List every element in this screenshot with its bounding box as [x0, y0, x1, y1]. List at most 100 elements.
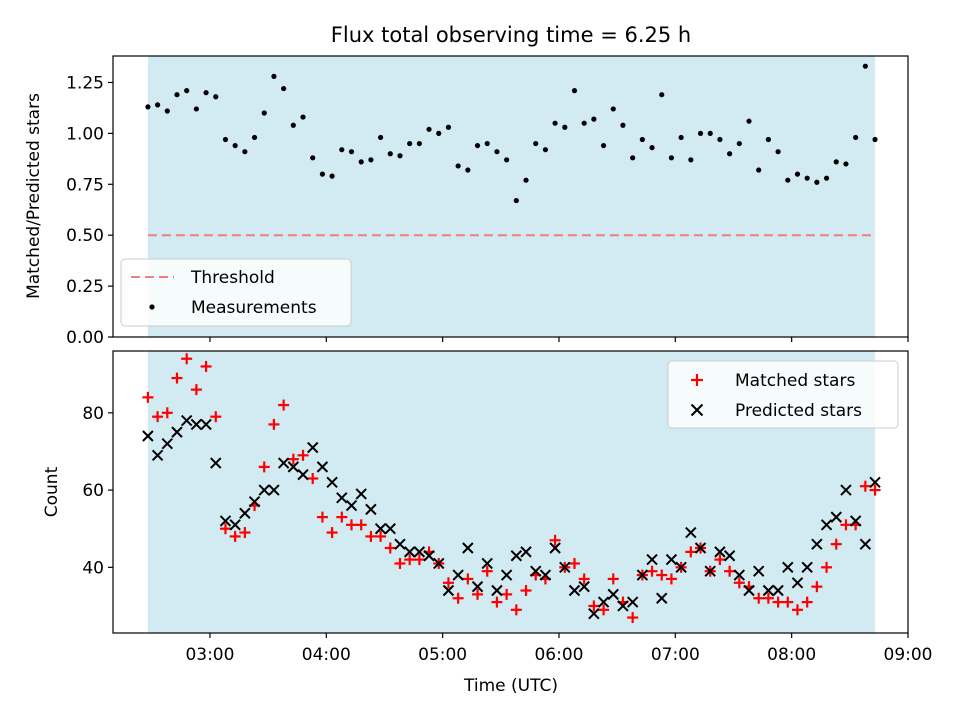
matched-star-point [714, 554, 726, 566]
measurement-point [484, 140, 490, 147]
measurement-point [862, 63, 868, 69]
predicted-star-point [268, 484, 280, 496]
measurement-point [261, 110, 267, 116]
matched-star-point [268, 418, 280, 430]
measurement-point [639, 136, 645, 143]
predicted-star-point [772, 584, 784, 597]
matched-star-point [782, 596, 794, 608]
count-y-axis-label: Count [42, 466, 62, 517]
predicted-star-point [733, 569, 746, 581]
measurement-point [853, 134, 859, 141]
matched-star-point [607, 573, 619, 585]
predicted-star-point [617, 600, 629, 612]
measurement-point [610, 106, 616, 112]
predicted-star-point [559, 561, 571, 574]
measurement-point [445, 124, 452, 130]
matched-star-point [462, 573, 474, 585]
predicted-star-point [365, 503, 377, 516]
predicted-star-point [752, 565, 765, 577]
matched-star-point [346, 519, 357, 531]
matched-star-point [656, 569, 668, 581]
predicted-star-point [403, 546, 416, 558]
predicted-star-point [210, 457, 222, 469]
x-tick-label: 06:00 [534, 645, 583, 665]
y-tick-label: 40 [82, 558, 104, 578]
measurement-point [513, 197, 519, 204]
measurement-point [184, 88, 190, 94]
measurement-point [416, 140, 422, 147]
matched-star-point [685, 546, 697, 558]
measurement-point [620, 122, 626, 128]
measurement-point [329, 173, 335, 179]
predicted-star-point [539, 569, 552, 581]
predicted-star-point [820, 519, 833, 531]
measurement-point [232, 142, 238, 149]
matched-star-point [627, 612, 639, 624]
measurement-point [562, 124, 568, 130]
matched-star-point [171, 372, 183, 384]
predicted-star-point [578, 580, 590, 593]
predicted-star-point [704, 565, 716, 577]
matched-star-point [200, 360, 212, 372]
matched-star-point [152, 411, 164, 423]
matched-star-point [840, 519, 852, 531]
matched-star-point [413, 554, 425, 566]
matched-star-point [404, 554, 416, 566]
y-tick-label: 60 [82, 481, 104, 501]
ratio-x-ticks [209, 337, 909, 342]
matched-star-point [181, 353, 193, 365]
measurement-point [193, 106, 199, 112]
predicted-star-point [830, 511, 842, 523]
y-tick-label: 0.75 [66, 175, 104, 195]
measurement-point [814, 179, 820, 185]
predicted-star-point [849, 515, 862, 527]
measurement-point [251, 134, 258, 141]
count-legend-box [667, 360, 899, 429]
measurement-point [630, 155, 636, 161]
predicted-star-point [307, 441, 319, 454]
count-points [142, 353, 881, 624]
matched-star-point [859, 480, 871, 492]
matched-star-point [491, 596, 503, 608]
ratio-panel: 0.00 0.25 0.50 0.75 1.00 1.25 Matched/Predict… [24, 55, 909, 348]
measurement-point [707, 130, 713, 136]
matched-star-point [239, 527, 251, 539]
measurement-point [242, 149, 248, 155]
ratio-y-axis: 0.00 0.25 0.50 0.75 1.00 1.25 [66, 73, 113, 348]
matched-star-point [762, 592, 774, 604]
measurement-point [310, 155, 316, 161]
predicted-star-point [297, 468, 309, 481]
predicted-star-point [423, 550, 435, 562]
matched-star-point [801, 596, 813, 608]
predicted-star-point [219, 515, 232, 527]
matched-star-point [510, 604, 522, 616]
predicted-star-point [462, 542, 474, 554]
measurement-point [833, 159, 839, 165]
predicted-star-point [161, 438, 173, 450]
predicted-star-point [491, 584, 503, 597]
predicted-star-point [510, 550, 523, 562]
predicted-star-point [171, 426, 183, 438]
matched-star-point [578, 573, 590, 585]
predicted-star-point [345, 499, 358, 512]
measurement-point [164, 108, 170, 114]
matched-star-point [287, 453, 299, 465]
predicted-star-point [568, 584, 581, 597]
matched-star-point [297, 449, 309, 461]
matched-star-point [772, 596, 784, 608]
matched-star-point [665, 573, 677, 585]
count-x-axis: 03:00 04:00 05:00 06:00 07:00 08:00 09:00 [185, 633, 933, 665]
predicted-star-point [646, 553, 658, 566]
measurement-point [281, 85, 287, 92]
y-tick-label: 1.25 [66, 73, 104, 93]
predicted-star-point [791, 577, 804, 589]
predicted-star-point [239, 507, 251, 519]
measurement-point [756, 167, 762, 173]
predicted-star-point [326, 476, 338, 489]
predicted-star-point [500, 569, 513, 581]
predicted-star-point [549, 542, 561, 554]
ratio-y-axis-label: Matched/Predicted stars [24, 93, 44, 299]
y-tick-label: 0.25 [66, 277, 104, 297]
matched-star-point [501, 588, 513, 600]
